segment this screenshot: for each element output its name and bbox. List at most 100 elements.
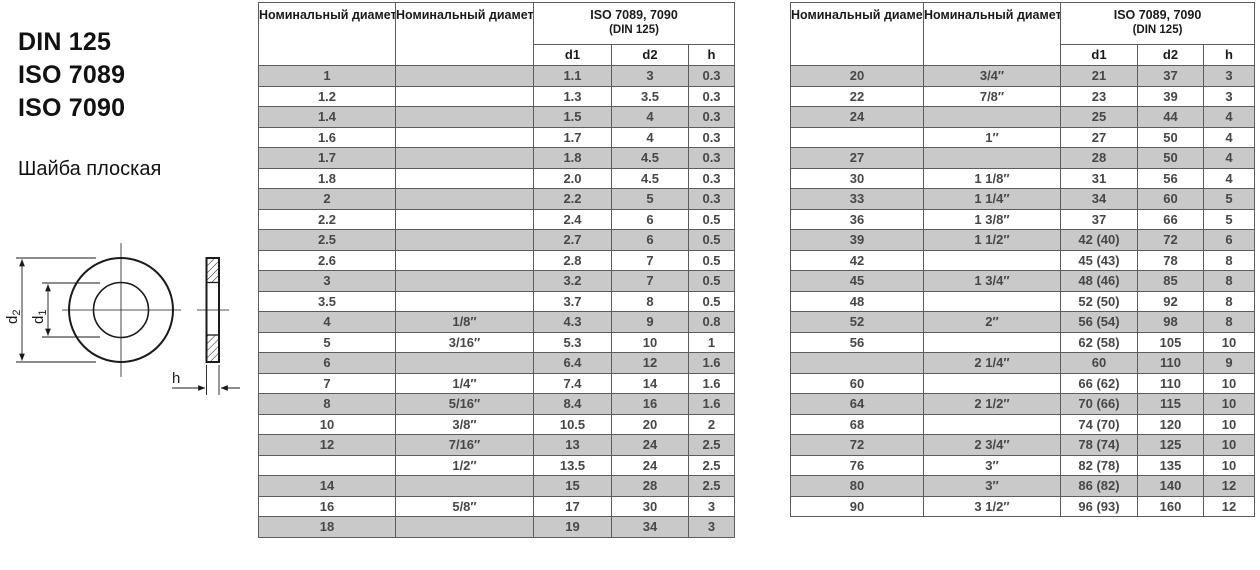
table-cell (395, 475, 534, 497)
table-cell (923, 331, 1061, 353)
table-cell: 16 (258, 495, 396, 517)
table-cell: 48 (790, 290, 924, 312)
table-row: 3.5 3.7 8 0.5 (258, 290, 736, 312)
table-row: 60 66 (62) 110 10 (790, 372, 1256, 394)
column-header-diameter-mm: Номинальный диаметр, мм (258, 2, 396, 66)
table-cell: 110 (1137, 372, 1204, 394)
standard-iso7089: ISO 7089 (18, 61, 126, 89)
dim-label-h: h (172, 370, 180, 387)
table-cell: 1 (258, 65, 396, 87)
table-row: 64 2 1/2″ 70 (66) 115 10 (790, 393, 1256, 415)
table-cell: 42 (40) (1060, 229, 1138, 251)
table-cell: 30 (611, 495, 689, 517)
table-cell: 3 (1202, 85, 1256, 107)
table-cell: 1.4 (258, 106, 396, 128)
table-cell: 70 (66) (1060, 393, 1138, 415)
table-cell (395, 126, 534, 148)
table-cell: 96 (93) (1060, 495, 1138, 517)
column-header-h: h (1202, 44, 1256, 66)
table-cell: 4 (611, 126, 689, 148)
table-cell: 19 (533, 516, 612, 538)
table-cell (395, 167, 534, 189)
table-cell: 3 (1202, 65, 1256, 87)
table-row: 8 5/16″ 8.4 16 1.6 (258, 393, 736, 415)
table-cell: 86 (82) (1060, 475, 1138, 497)
table-cell: 5.3 (533, 331, 612, 353)
table-cell: 2 (258, 188, 396, 210)
table-cell: 4.3 (533, 311, 612, 333)
table-cell: 10 (1202, 434, 1256, 456)
table-cell: 50 (1137, 126, 1204, 148)
table-cell: 2.2 (258, 208, 396, 230)
table-row: 1/2″ 13.5 24 2.5 (258, 454, 736, 476)
table-row: 2 1/4″ 60 110 9 (790, 352, 1256, 374)
table-cell: 1″ (923, 126, 1061, 148)
table-cell: 1 3/8″ (923, 208, 1061, 230)
table-cell: 6 (611, 229, 689, 251)
table-cell: 56 (54) (1060, 311, 1138, 333)
column-header-d2: d2 (611, 44, 689, 66)
table-row: 6 6.4 12 1.6 (258, 352, 736, 374)
table-cell: 45 (43) (1060, 249, 1138, 271)
table-row: 33 1 1/4″ 34 60 5 (790, 188, 1256, 210)
table-cell: 25 (1060, 106, 1138, 128)
table-cell: 66 (1137, 208, 1204, 230)
iso-header-line2: (DIN 125) (1132, 24, 1183, 37)
table-cell (395, 65, 534, 87)
table-cell: 5 (1202, 208, 1256, 230)
column-header-diameter-inch: Номинальный диаметр, дюйм (923, 2, 1061, 66)
table-row: 56 62 (58) 105 10 (790, 331, 1256, 353)
table-cell: 4 (1202, 126, 1256, 148)
table-cell: 10 (258, 413, 396, 435)
table-cell: 44 (1137, 106, 1204, 128)
table-row: 76 3″ 82 (78) 135 10 (790, 454, 1256, 476)
table-cell (923, 290, 1061, 312)
table-cell: 10 (1202, 413, 1256, 435)
washer-spec-table-large: Номинальный диаметр, мм Номинальный диам… (790, 2, 1256, 517)
table-cell: 0.5 (687, 229, 736, 251)
table-cell (395, 188, 534, 210)
dim-label-d2: d2 (4, 310, 23, 324)
table-row: 68 74 (70) 120 10 (790, 413, 1256, 435)
washer-side-view (197, 257, 229, 363)
table-cell: 0.5 (687, 270, 736, 292)
table1-body: 1 1.1 3 0.3 1.2 1.3 3.5 0.3 1.4 1.5 4 0.3 1.6 1.7 4 0.3… (258, 65, 736, 538)
table-cell (395, 352, 534, 374)
table-cell: 36 (790, 208, 924, 230)
table-cell: 3 1/2″ (923, 495, 1061, 517)
table-row: 80 3″ 86 (82) 140 12 (790, 475, 1256, 497)
table-cell: 2 3/4″ (923, 434, 1061, 456)
table-cell: 7/16″ (395, 434, 534, 456)
table-cell: 160 (1137, 495, 1204, 517)
table-cell: 39 (1137, 85, 1204, 107)
table-cell: 9 (611, 311, 689, 333)
table-cell: 1.6 (687, 393, 736, 415)
table-cell (923, 413, 1061, 435)
column-header-d1: d1 (533, 44, 612, 66)
table-row: 1.4 1.5 4 0.3 (258, 106, 736, 128)
table-cell: 10.5 (533, 413, 612, 435)
table-cell: 5 (611, 188, 689, 210)
table-cell: 5 (1202, 188, 1256, 210)
table-cell: 2.4 (533, 208, 612, 230)
table-cell: 1 1/2″ (923, 229, 1061, 251)
table-cell: 3 (687, 516, 736, 538)
table-cell: 52 (50) (1060, 290, 1138, 312)
table-cell: 2 (687, 413, 736, 435)
table-row: 2.5 2.7 6 0.5 (258, 229, 736, 251)
table-cell: 68 (790, 413, 924, 435)
table-row: 36 1 3/8″ 37 66 5 (790, 208, 1256, 230)
table-cell: 9 (1202, 352, 1256, 374)
washer-spec-table-small: Номинальный диаметр, мм Номинальный диам… (258, 2, 736, 538)
table-cell: 6 (258, 352, 396, 374)
table-cell: 66 (62) (1060, 372, 1138, 394)
table-cell: 76 (790, 454, 924, 476)
table-cell (790, 126, 924, 148)
table-cell (395, 147, 534, 169)
table-row: 1.8 2.0 4.5 0.3 (258, 167, 736, 189)
table-cell: 6 (1202, 229, 1256, 251)
table-cell: 24 (611, 434, 689, 456)
table-cell: 60 (1137, 188, 1204, 210)
table-cell: 60 (1060, 352, 1138, 374)
table-row: 1″ 27 50 4 (790, 126, 1256, 148)
